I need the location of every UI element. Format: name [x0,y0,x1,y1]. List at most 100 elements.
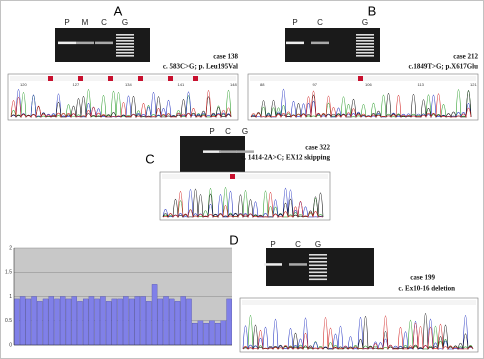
lane-label: P [209,127,214,136]
position-label: 148 [230,82,237,87]
mutation-marker [48,76,53,81]
ladder-band [116,46,134,48]
gel-band [289,263,307,266]
chromatogram-frame [247,73,479,121]
trace [162,191,324,219]
mutation: c.1849T>G; p.X617Glu [408,63,478,71]
bar [94,298,100,346]
ladder-band [116,49,134,51]
position-label: 127 [73,82,80,87]
ladder-band [356,34,374,36]
ladder-band [309,271,327,274]
bar [191,323,198,346]
gel-image [55,28,150,62]
mutation-marker [138,76,143,81]
lane-label: C [225,127,231,136]
position-label: 113 [418,82,425,87]
lane-label: G [315,240,321,249]
bar [146,301,152,346]
mutation: c. Ex10-16 deletion [398,285,455,293]
bar [54,298,60,346]
position-label: 106 [365,82,372,87]
bar [82,298,89,346]
mutation-marker [358,76,363,81]
bar [88,296,95,346]
bar [42,298,49,346]
bar [117,298,123,346]
lane-label: G [122,18,128,27]
bar [186,298,192,346]
base-strip [10,76,236,81]
panel-label: C [145,151,154,166]
bar [71,296,77,346]
mutation: c. 583C>G; p. Leu195Val [163,63,238,71]
ladder-band [356,46,374,48]
bar [174,301,181,346]
gel-image [285,28,380,62]
lane-label: C [317,18,323,27]
ladder-band [356,55,374,57]
ladder-band [356,40,374,42]
trace [242,315,474,351]
bar [31,296,37,346]
position-label: 120 [20,82,27,87]
bar [19,296,26,346]
position-label: 88 [260,82,265,87]
ladder-band [309,254,327,256]
y-tick-label: 1.5 [5,270,12,276]
base-strip [162,174,328,179]
position-label: 121 [470,82,477,87]
mutation-marker [193,76,198,81]
ladder-band [309,275,327,277]
mutation-marker [108,76,113,81]
case-id: case 199 [410,274,435,282]
ladder-band [309,264,327,267]
bar [220,320,227,346]
bar [203,323,209,346]
ladder-band [309,278,327,281]
bar [197,320,204,346]
bar [157,298,164,346]
bar [37,301,43,346]
lane-label: P [64,18,69,27]
case-id: case 322 [305,144,330,152]
ladder-band [356,37,374,39]
trace [10,90,232,119]
trace [242,313,474,351]
bar [163,296,169,346]
base-strip [242,300,476,305]
gel-image [180,136,245,172]
chromatogram-frame [159,171,331,221]
mutation-marker [230,174,235,179]
gel-band [95,41,113,45]
lane-label: G [362,18,368,27]
ladder-band [309,257,327,260]
bar [180,296,186,346]
bar [226,298,232,346]
bar [140,296,146,346]
ladder-band [116,55,134,57]
gel-band [264,263,282,266]
ladder-band [309,268,327,270]
gel-band [236,150,254,153]
lane-label: C [101,18,107,27]
chromatogram-frame [7,73,239,121]
gel-image [266,248,374,286]
gel-band [76,41,94,45]
case-id: case 212 [453,53,478,61]
bar [169,298,175,346]
position-label: 141 [178,82,185,87]
lane-label: P [270,240,275,249]
lane-label: P [292,18,297,27]
bar [14,298,20,346]
y-tick-label: 0 [9,342,12,348]
mutation-marker [78,76,83,81]
trace [250,90,472,119]
bar [123,296,129,346]
y-tick-label: 1 [9,294,12,300]
y-tick-label: 2 [9,245,12,251]
bar [60,296,66,346]
bar [48,296,55,346]
ladder-band [116,34,134,36]
case-id: case 138 [213,53,238,61]
